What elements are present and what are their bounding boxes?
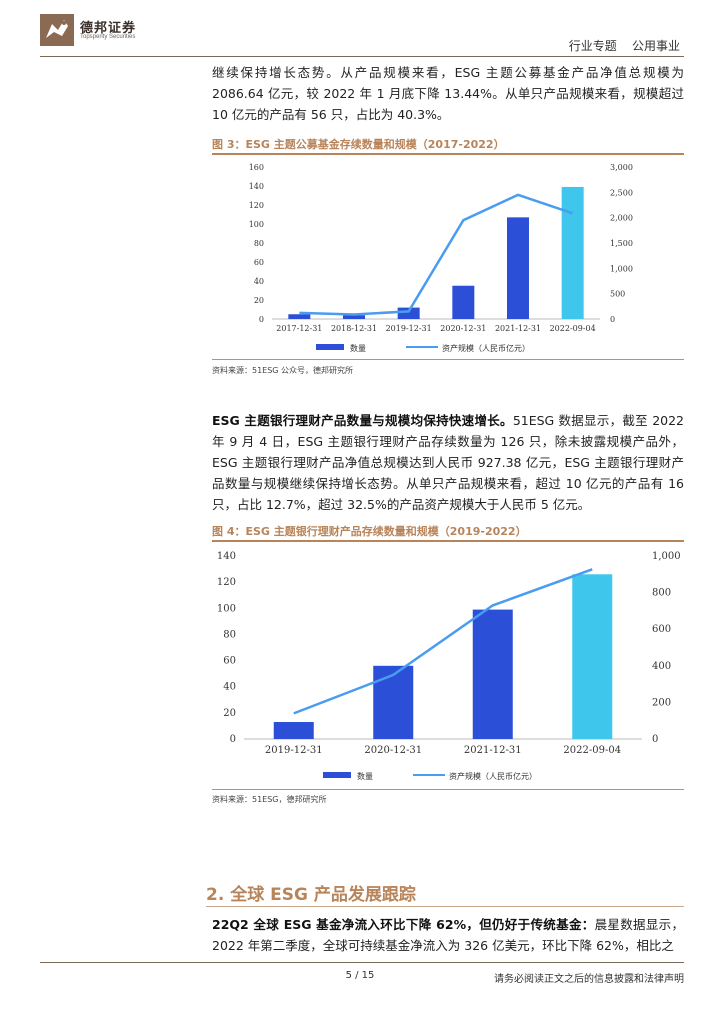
bar (373, 665, 414, 739)
figure-3-top-rule (212, 153, 684, 155)
y-tick-label: 0 (230, 734, 236, 745)
y-tick-label: 20 (254, 296, 264, 305)
y-tick-label: 40 (254, 277, 264, 286)
y-tick-label: 140 (249, 182, 264, 191)
legend-label-count: 数量 (350, 343, 366, 353)
y-tick-label: 60 (223, 656, 236, 667)
bar (343, 315, 365, 319)
brand-name-en: Topsperity Securities (80, 34, 136, 40)
paragraph-global-esg-lead: 22Q2 全球 ESG 基金净流入环比下降 62%，但仍好于传统基金： (212, 917, 595, 932)
x-tick-label: 2017-12-31 (276, 324, 322, 333)
legend-swatch-bar (316, 344, 344, 350)
bar (572, 574, 613, 739)
figure-3-title: 图 3：ESG 主题公募基金存续数量和规模（2017-2022） (212, 138, 505, 151)
y-tick-label: 20 (223, 708, 236, 719)
y-tick-label: 80 (223, 629, 236, 640)
chart-bank-wealth-count-scale: 0 20 40 60 80 100 120 140 0 200 400 600 800 1,000 2019… (217, 551, 681, 781)
x-tick-label: 2018-12-31 (331, 324, 377, 333)
bar (273, 722, 314, 739)
paragraph-fund-scale: 继续保持增长态势。从产品规模来看，ESG 主题公募基金产品净值总规模为 2086… (212, 65, 684, 122)
figure-4-title: 图 4：ESG 主题银行理财产品存续数量和规模（2019-2022） (212, 525, 527, 538)
x-tick-label: 2019-12-31 (265, 745, 323, 756)
dongxing-logo-icon (40, 14, 74, 46)
bar (561, 186, 584, 319)
x-tick-label: 2022-09-04 (550, 324, 596, 333)
series-line (293, 568, 593, 715)
brand-name: 德邦证券 (80, 21, 137, 36)
y2-tick-label: 400 (652, 661, 671, 672)
y2-tick-label: 200 (652, 697, 671, 708)
y-tick-label: 160 (249, 163, 264, 172)
paragraph-bank-wealth: ESG 主题银行理财产品数量与规模均保持快速增长。51ESG 数据显示，截至 2… (212, 413, 685, 512)
y-tick-label: 60 (254, 258, 264, 267)
figure-4-source: 资料来源：51ESG，德邦研究所 (212, 795, 327, 804)
chart-fund-count-scale: 0 20 40 60 80 100 120 140 160 0 500 1,000 1,500 2,000… (249, 163, 633, 353)
y2-tick-label: 1,500 (610, 239, 633, 248)
y-tick-label: 120 (249, 201, 264, 210)
y-tick-label: 100 (249, 220, 264, 229)
section-title: 2. 全球 ESG 产品发展跟踪 (206, 885, 416, 905)
bar (507, 217, 529, 319)
x-tick-label: 2022-09-04 (563, 745, 621, 756)
x-tick-label: 2019-12-31 (386, 324, 432, 333)
y2-tick-label: 0 (610, 315, 615, 324)
section-divider (206, 906, 684, 907)
y-tick-label: 100 (217, 603, 236, 614)
legend-label-scale: 资产规模（人民币亿元） (442, 343, 530, 353)
y2-tick-label: 2,500 (610, 188, 633, 197)
footer-divider (40, 962, 684, 963)
y2-tick-label: 1,000 (652, 551, 681, 562)
bar (288, 314, 311, 319)
y-tick-label: 120 (217, 577, 236, 588)
y2-tick-label: 500 (610, 290, 625, 299)
y-tick-label: 80 (254, 239, 264, 248)
series-line (299, 193, 574, 316)
y-tick-label: 140 (217, 551, 236, 562)
figure-3-bottom-rule (212, 359, 684, 360)
paragraph-global-esg: 22Q2 全球 ESG 基金净流入环比下降 62%，但仍好于传统基金：晨星数据显… (212, 917, 684, 953)
y2-tick-label: 0 (652, 734, 658, 745)
y-tick-label: 0 (259, 315, 264, 324)
y2-tick-label: 600 (652, 624, 671, 635)
figure-3-source: 资料来源：51ESG 公众号，德邦研究所 (212, 366, 354, 375)
figure-4-bottom-rule (212, 789, 684, 790)
bar (452, 285, 475, 319)
x-tick-label: 2020-12-31 (440, 324, 486, 333)
x-tick-label: 2021-12-31 (495, 324, 541, 333)
x-tick-label: 2020-12-31 (364, 745, 422, 756)
y2-tick-label: 2,000 (610, 214, 633, 223)
y-tick-label: 40 (223, 682, 236, 693)
header-divider (40, 56, 684, 57)
legend-label-count: 数量 (357, 771, 373, 781)
y2-tick-label: 3,000 (610, 163, 633, 172)
y2-tick-label: 800 (652, 588, 671, 599)
bar (472, 609, 513, 739)
y2-tick-label: 1,000 (610, 264, 633, 273)
legend-label-scale: 资产规模（人民币亿元） (449, 771, 537, 781)
page-number: 5 / 15 (345, 970, 375, 981)
bar (397, 307, 420, 319)
disclaimer-note: 请务必阅读正文之后的信息披露和法律声明 (494, 974, 684, 985)
report-category: 行业专题 公用事业 (568, 39, 680, 53)
paragraph-bank-wealth-lead: ESG 主题银行理财产品数量与规模均保持快速增长。 (212, 413, 513, 428)
x-tick-label: 2021-12-31 (464, 745, 522, 756)
figure-4-top-rule (212, 540, 684, 542)
legend-swatch-bar (323, 772, 351, 778)
